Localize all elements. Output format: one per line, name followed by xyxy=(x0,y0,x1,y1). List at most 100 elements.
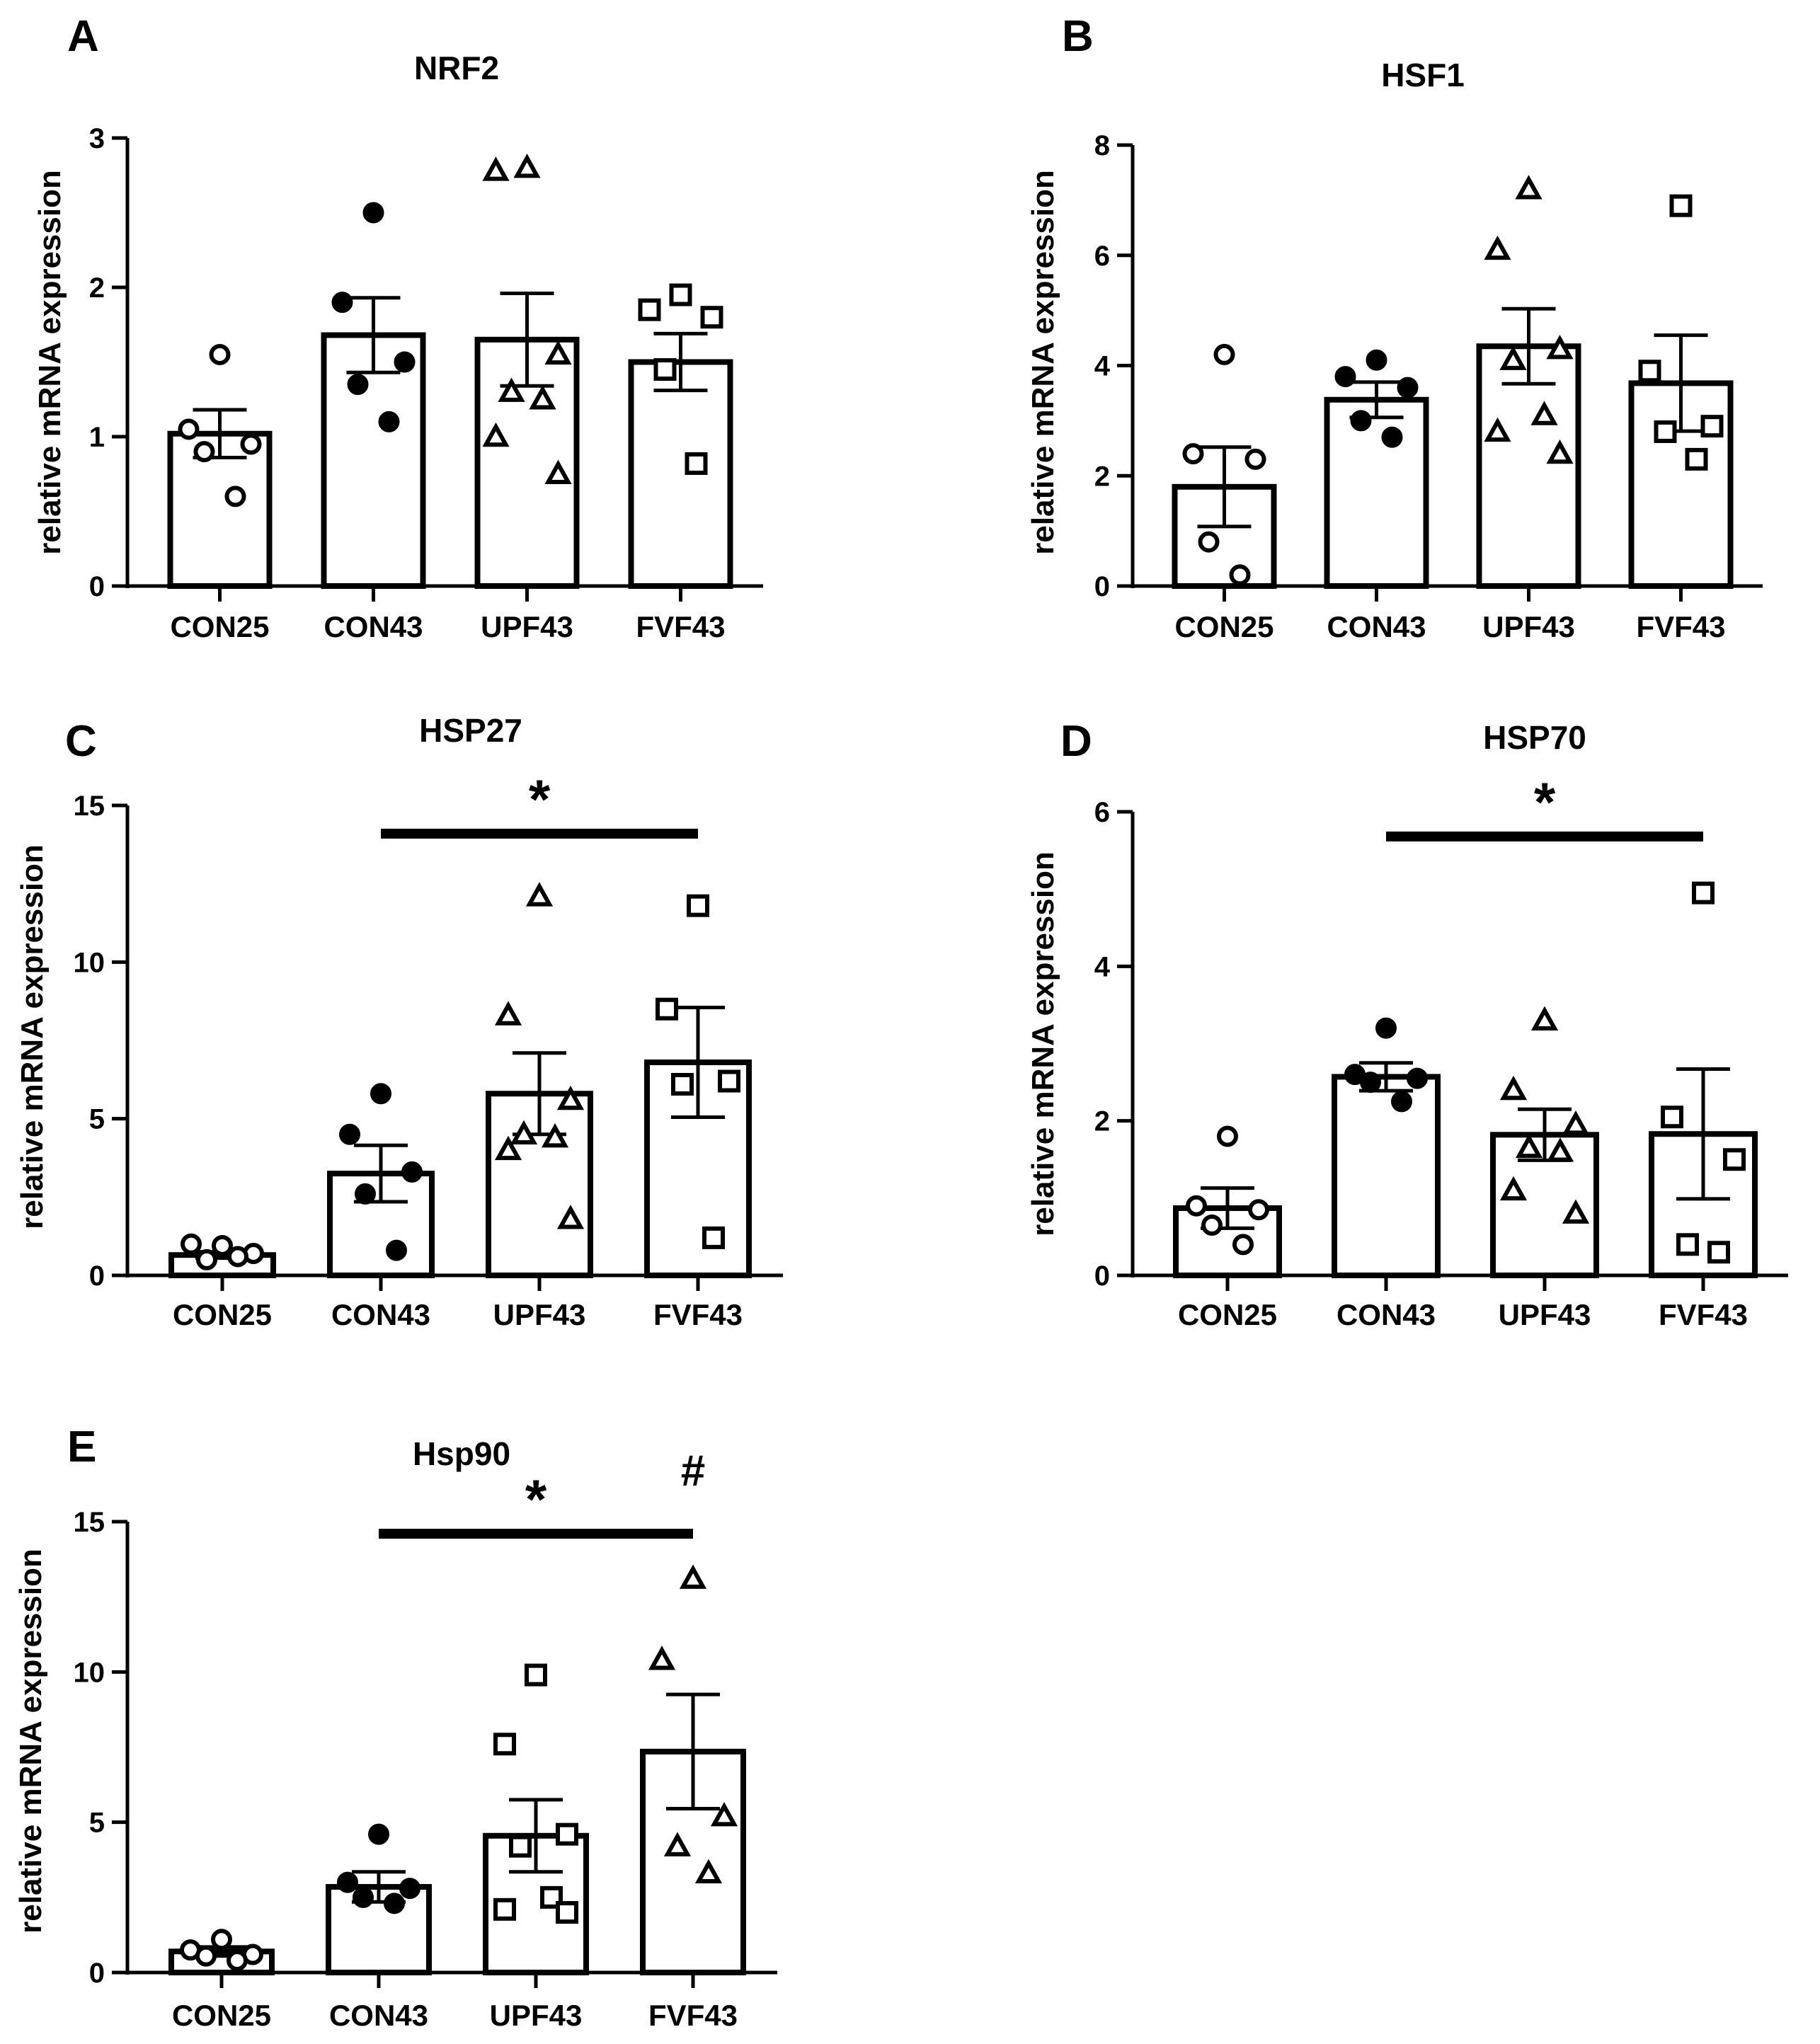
panel-d-ytick-label: 4 xyxy=(1094,951,1111,982)
panel-d-data-point xyxy=(1661,1106,1683,1129)
panel-letter-c: C xyxy=(65,717,97,766)
panel-b-data-point xyxy=(1366,349,1387,371)
panel-e-data-point xyxy=(525,1663,547,1687)
panel-a-data-point xyxy=(529,385,556,410)
panel-b-title: HSF1 xyxy=(1381,57,1465,93)
panel-b-category-label: CON25 xyxy=(1174,610,1274,643)
panel-d-data-point xyxy=(1391,1091,1412,1113)
panel-d-ytick-label: 6 xyxy=(1094,797,1110,828)
panel-b-data-point xyxy=(1198,531,1220,553)
panel-e-data-point xyxy=(493,1733,516,1756)
panel-c-data-point xyxy=(494,1135,522,1161)
panel-e-category-label: CON43 xyxy=(329,1999,428,2032)
panel-b-data-point xyxy=(1546,439,1574,464)
panel-c-data-point xyxy=(401,1161,423,1183)
panel-b-data-point xyxy=(1638,360,1661,383)
panel-a-data-point xyxy=(685,452,708,475)
panel-a-data-point xyxy=(331,292,353,314)
panel-a-data-point xyxy=(638,298,661,321)
panel-letter-e: E xyxy=(67,1423,96,1471)
panel-a-data-point xyxy=(240,433,262,455)
panel-c-data-point xyxy=(339,1123,360,1145)
panel-a-data-point xyxy=(209,343,231,365)
panel-c-significance-star: * xyxy=(529,768,551,830)
panel-a-data-point xyxy=(669,283,692,306)
panel-d-category-label: CON25 xyxy=(1178,1298,1277,1331)
panel-a-data-point xyxy=(193,441,215,463)
panel-a-plot: 0 1 2 3 CON25 CON43 UPF43 FVF43 xyxy=(89,123,763,643)
panel-d-plot: 0 2 4 6 CON25 CON43 UPF43 FVF43 * xyxy=(1094,771,1788,1331)
panel-a-category-label: UPF43 xyxy=(481,610,573,643)
panel-a-data-point xyxy=(544,340,572,365)
panel-d-data-point xyxy=(1562,1110,1590,1135)
panel-d-data-point xyxy=(1375,1017,1397,1039)
panel-b-category-label: FVF43 xyxy=(1636,610,1725,643)
panel-c-data-point xyxy=(541,1123,569,1148)
panel-letter-a: A xyxy=(67,12,99,61)
panel-e-ylabel: relative mRNA expression xyxy=(13,1549,48,1934)
panel-c-data-point xyxy=(656,997,678,1021)
panel-d-data-point xyxy=(1232,1234,1254,1256)
panel-d-data-point xyxy=(1707,1241,1730,1264)
panel-d-category-label: FVF43 xyxy=(1659,1298,1748,1331)
panel-b-data-point xyxy=(1229,564,1251,586)
panel-b-ylabel: relative mRNA expression xyxy=(1026,170,1060,555)
panel-d-data-point xyxy=(1407,1067,1428,1089)
panel-c-data-point xyxy=(556,1085,585,1110)
panel-e-category-label: FVF43 xyxy=(648,1999,738,2032)
panel-b-data-point xyxy=(1334,366,1356,388)
panel-c-ytick-label: 10 xyxy=(74,947,105,978)
panel-e-data-point xyxy=(679,1564,707,1589)
panel-a-data-point xyxy=(498,377,525,402)
panel-e-significance-hash: # xyxy=(681,1447,705,1495)
panel-d-ytick-label: 0 xyxy=(1094,1261,1110,1292)
panel-a-ytick-label: 1 xyxy=(89,422,105,453)
panel-b-data-point xyxy=(1685,447,1708,471)
panel-c-data-point xyxy=(181,1233,202,1255)
panel-a-data-point xyxy=(362,202,384,224)
panel-e-title: Hsp90 xyxy=(413,1435,510,1472)
panel-d-ylabel: relative mRNA expression xyxy=(1026,851,1060,1236)
panel-b-category-label: CON43 xyxy=(1327,610,1426,643)
panel-d-data-point xyxy=(1499,1176,1528,1201)
panel-b-data-point xyxy=(1515,175,1543,200)
panel-b-bar xyxy=(1324,396,1429,589)
panel-d-category-label: UPF43 xyxy=(1499,1298,1591,1331)
panel-e-data-point xyxy=(227,1950,248,1972)
panel-b-data-point xyxy=(1484,235,1511,260)
panel-a: A NRF2 relative mRNA expression 0 1 2 3 CON2… xyxy=(33,12,763,643)
panel-a-data-point xyxy=(700,306,723,329)
panel-b-data-point xyxy=(1244,448,1266,470)
panel-e-data-point xyxy=(556,1901,578,1924)
panel-e-data-point xyxy=(211,1929,232,1951)
panel-d-title: HSP70 xyxy=(1483,719,1586,756)
panel-b-ytick-label: 8 xyxy=(1094,130,1110,161)
panel-d: D HSP70 relative mRNA expression 0 2 4 6 CON… xyxy=(1026,717,1788,1331)
panel-c-category-label: CON25 xyxy=(173,1298,272,1331)
panel-a-ytick-label: 2 xyxy=(89,272,105,304)
panel-c-ytick-label: 15 xyxy=(74,791,105,822)
panel-c-data-point xyxy=(556,1205,585,1229)
panel-d-data-point xyxy=(1562,1199,1590,1224)
panel-b-data-point xyxy=(1182,443,1204,465)
panel-c: C HSP27 relative mRNA expression 0 5 10 15 C… xyxy=(15,712,783,1331)
panel-c-data-point xyxy=(671,1072,694,1096)
panel-c-data-point xyxy=(510,1120,538,1144)
panel-b-ytick-label: 6 xyxy=(1094,241,1110,272)
panel-e-ytick-label: 0 xyxy=(89,1958,105,1989)
panel-d-data-point xyxy=(1248,1199,1269,1221)
panel-e-data-point xyxy=(648,1646,676,1670)
panel-e-data-point xyxy=(509,1835,532,1858)
panel-c-category-label: FVF43 xyxy=(653,1298,743,1331)
panel-b-data-point xyxy=(1669,194,1693,217)
panel-e-data-point xyxy=(663,1832,692,1856)
panel-e-category-label: CON25 xyxy=(172,1999,271,2032)
panel-b-category-label: UPF43 xyxy=(1482,610,1575,643)
panel-a-data-point xyxy=(482,156,510,181)
panel-e-ytick-label: 10 xyxy=(74,1657,105,1688)
panel-b: B HSF1 relative mRNA expression 0 2 4 6 8 CON… xyxy=(1026,12,1763,643)
panel-b-plot: 0 2 4 6 8 CON25 CON43 UPF43 FVF43 xyxy=(1094,130,1763,643)
panel-e-data-point xyxy=(368,1823,389,1845)
panel-a-data-point xyxy=(653,358,677,381)
panel-b-data-point xyxy=(1397,377,1419,398)
